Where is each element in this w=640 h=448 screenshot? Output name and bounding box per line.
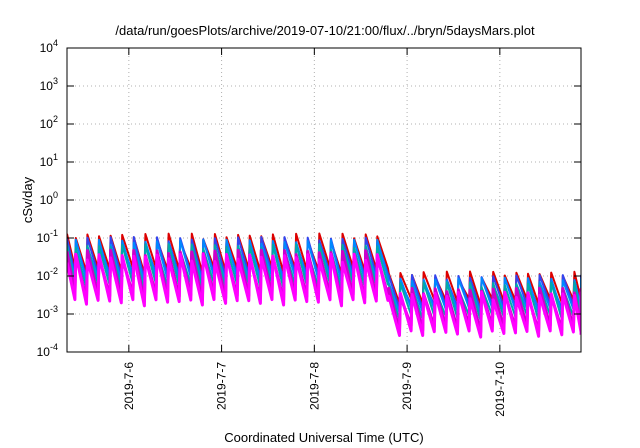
y-tick-exponent: 0 [53, 190, 58, 200]
y-tick-label: 102 [40, 114, 58, 131]
y-tick-label: 104 [40, 38, 58, 55]
x-axis-label: Coordinated Universal Time (UTC) [224, 430, 423, 445]
x-tick-label: 2019-7-7 [215, 362, 229, 410]
chart-title: /data/run/goesPlots/archive/2019-07-10/2… [115, 23, 535, 38]
x-tick-label: 2019-7-8 [307, 362, 321, 410]
y-tick-exponent: 4 [53, 38, 58, 48]
y-axis-label: cSv/day [20, 176, 35, 223]
y-tick-exponent: 2 [53, 114, 58, 124]
flux-series-line [67, 252, 581, 339]
y-tick-exponent: 1 [53, 152, 58, 162]
x-axis: 2019-7-6 2019-7-7 2019-7-8 2019-7-9 2019-7-1… [122, 48, 507, 417]
series-layer [67, 232, 581, 339]
y-tick-exponent: 3 [53, 76, 58, 86]
y-tick-base: 10 [37, 269, 51, 283]
y-tick-exponent: -1 [50, 228, 58, 238]
x-tick-label: 2019-7-6 [122, 362, 136, 410]
y-tick-base: 10 [37, 307, 51, 321]
y-tick-base: 10 [40, 79, 54, 93]
y-tick-label: 10-3 [37, 304, 58, 321]
y-tick-base: 10 [40, 41, 54, 55]
y-tick-base: 10 [37, 345, 51, 359]
y-tick-base: 10 [40, 117, 54, 131]
x-tick-label: 2019-7-10 [493, 362, 507, 417]
y-tick-label: 10-2 [37, 266, 58, 283]
y-tick-exponent: -4 [50, 342, 58, 352]
y-tick-label: 10-4 [37, 342, 58, 359]
y-tick-exponent: -3 [50, 304, 58, 314]
y-tick-base: 10 [37, 231, 51, 245]
y-tick-label: 101 [40, 152, 58, 169]
y-tick-label: 100 [40, 190, 58, 207]
y-tick-base: 10 [40, 155, 54, 169]
y-tick-label: 10-1 [37, 228, 58, 245]
x-tick-label: 2019-7-9 [400, 362, 414, 410]
y-tick-label: 103 [40, 76, 58, 93]
y-tick-exponent: -2 [50, 266, 58, 276]
y-tick-base: 10 [40, 193, 54, 207]
